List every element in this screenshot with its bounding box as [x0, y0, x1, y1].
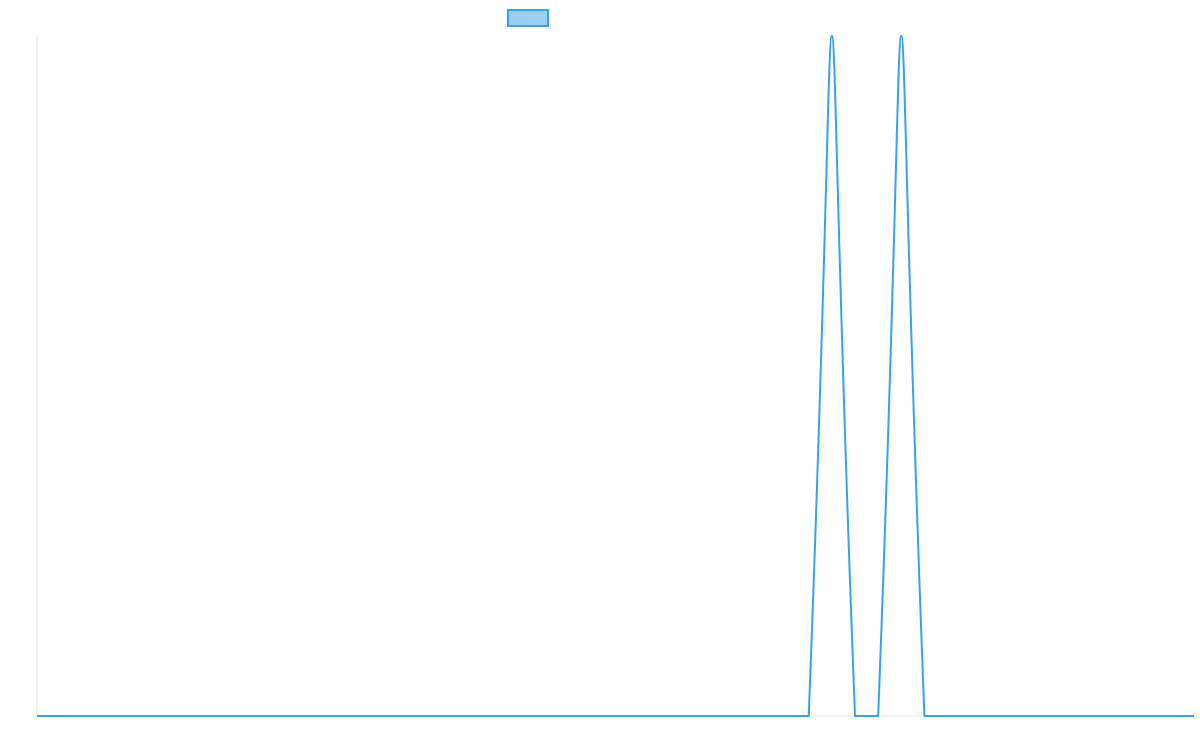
- legend-swatch[interactable]: [507, 9, 549, 27]
- axes: [36, 36, 1194, 717]
- legend[interactable]: [507, 9, 549, 27]
- series-line-0: [37, 35, 1194, 717]
- series-layer: [37, 35, 1194, 717]
